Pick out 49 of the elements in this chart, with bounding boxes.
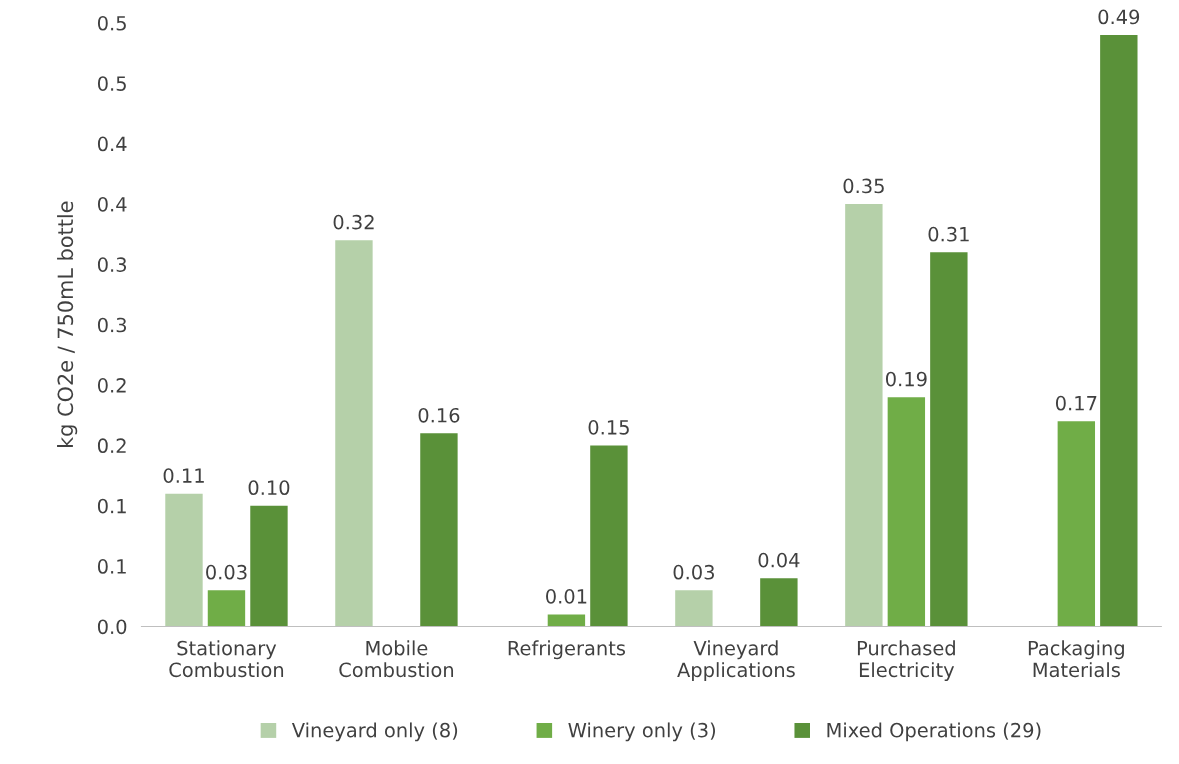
data-label: 0.17 bbox=[1055, 395, 1097, 411]
bar bbox=[420, 433, 458, 627]
bar bbox=[760, 578, 798, 627]
bar bbox=[675, 590, 713, 627]
data-label: 0.01 bbox=[546, 588, 587, 604]
legend-label: Mixed Operations (29) bbox=[827, 722, 1041, 742]
bar bbox=[547, 614, 586, 627]
x-tick-label: Vineyard Applications bbox=[677, 640, 795, 681]
y-tick-label: 0.4 bbox=[97, 136, 127, 152]
x-tick-label: Stationary Combustion bbox=[169, 640, 284, 678]
data-label: 0.31 bbox=[928, 226, 969, 242]
bar bbox=[845, 203, 883, 627]
y-axis-title: kg CO2e / 750mL bottle bbox=[57, 201, 78, 448]
y-tick-label: 0.0 bbox=[97, 619, 127, 635]
bar bbox=[887, 397, 926, 627]
bar bbox=[1100, 34, 1138, 627]
x-tick-label: Refrigerants bbox=[508, 640, 626, 660]
x-tick-label: Packaging Materials bbox=[1028, 640, 1124, 678]
bar bbox=[250, 505, 288, 627]
data-label: 0.03 bbox=[673, 564, 714, 580]
y-tick-label: 0.1 bbox=[97, 559, 126, 574]
data-label: 0.10 bbox=[248, 480, 290, 496]
bar bbox=[207, 590, 246, 627]
y-tick-label: 0.2 bbox=[97, 438, 126, 454]
y-tick-label: 0.4 bbox=[97, 196, 127, 212]
y-tick-label: 0.5 bbox=[97, 15, 126, 31]
data-label: 0.16 bbox=[418, 407, 460, 423]
data-label: 0.04 bbox=[758, 552, 800, 568]
y-tick-label: 0.2 bbox=[97, 378, 126, 393]
data-label: 0.49 bbox=[1098, 9, 1140, 25]
x-tick-label: Mobile Combustion bbox=[339, 640, 454, 678]
legend-label: Vineyard only (8) bbox=[291, 722, 458, 742]
bar bbox=[335, 240, 373, 627]
data-label: 0.32 bbox=[333, 214, 374, 230]
data-label: 0.03 bbox=[206, 564, 247, 580]
legend-label: Winery only (3) bbox=[568, 722, 716, 742]
data-label: 0.19 bbox=[885, 371, 927, 387]
data-label: 0.11 bbox=[163, 468, 204, 483]
bar bbox=[930, 252, 968, 627]
y-tick-label: 0.3 bbox=[97, 257, 127, 273]
bar bbox=[1057, 421, 1096, 627]
y-tick-label: 0.5 bbox=[97, 76, 126, 91]
x-tick-label: Purchased Electricity bbox=[857, 640, 955, 681]
bar bbox=[165, 493, 203, 627]
data-label: 0.35 bbox=[843, 178, 884, 194]
data-label: 0.15 bbox=[588, 419, 629, 435]
y-tick-label: 0.1 bbox=[97, 498, 126, 514]
y-tick-label: 0.3 bbox=[97, 317, 127, 333]
bar bbox=[590, 445, 628, 627]
